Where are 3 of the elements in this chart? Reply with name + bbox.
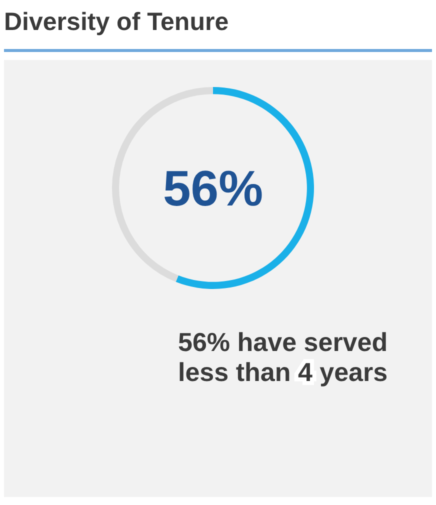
text: 56% have served less than 4 years <box>178 327 388 387</box>
chart-title: Diversity of Tenure <box>4 8 229 36</box>
text: 56% <box>162 160 264 216</box>
